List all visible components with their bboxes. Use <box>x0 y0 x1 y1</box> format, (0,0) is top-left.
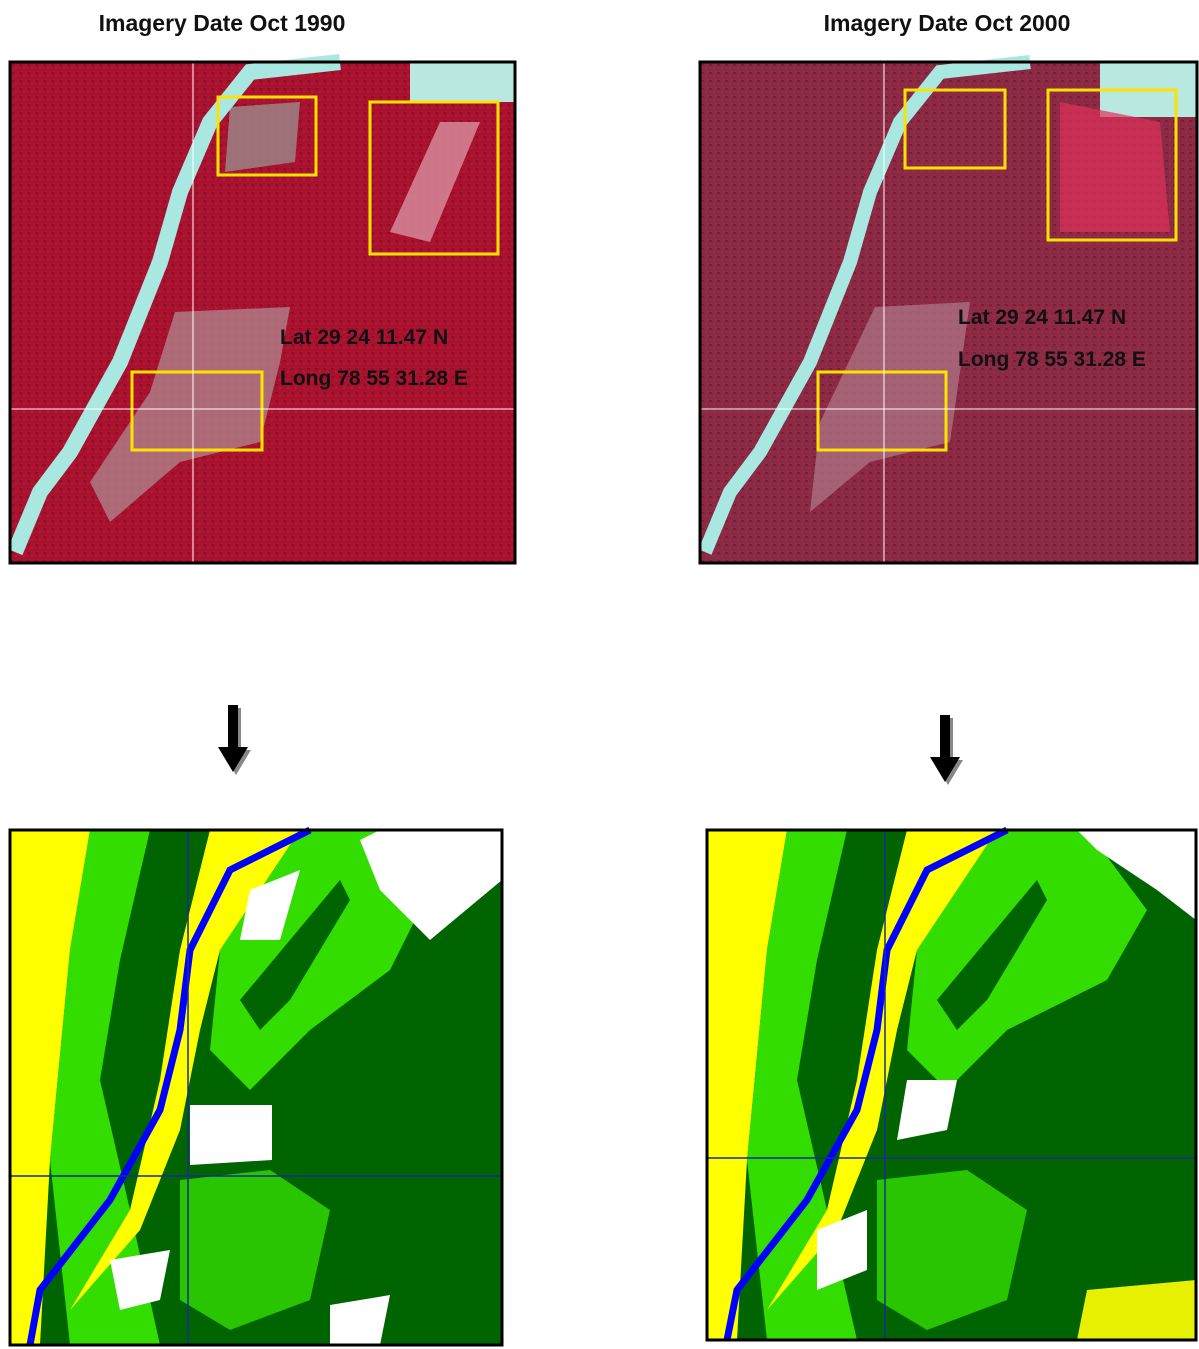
coordinate-label: Lat 29 24 11.47 N <box>280 326 448 349</box>
coordinate-label: Long 78 55 31.28 E <box>958 348 1146 371</box>
coordinate-label: Long 78 55 31.28 E <box>280 367 468 390</box>
panel-title: Imagery Date Oct 1990 <box>99 10 346 36</box>
classified-map <box>707 830 1196 1340</box>
arrow <box>218 705 251 775</box>
panel-title: Imagery Date Oct 2000 <box>824 10 1071 36</box>
classified-map <box>10 830 502 1345</box>
figure: Imagery Date Oct 1990 Imagery Date Oct 2… <box>0 0 1199 1349</box>
satellite-image <box>10 62 515 563</box>
coordinate-label: Lat 29 24 11.47 N <box>958 306 1126 329</box>
arrow <box>930 715 963 785</box>
